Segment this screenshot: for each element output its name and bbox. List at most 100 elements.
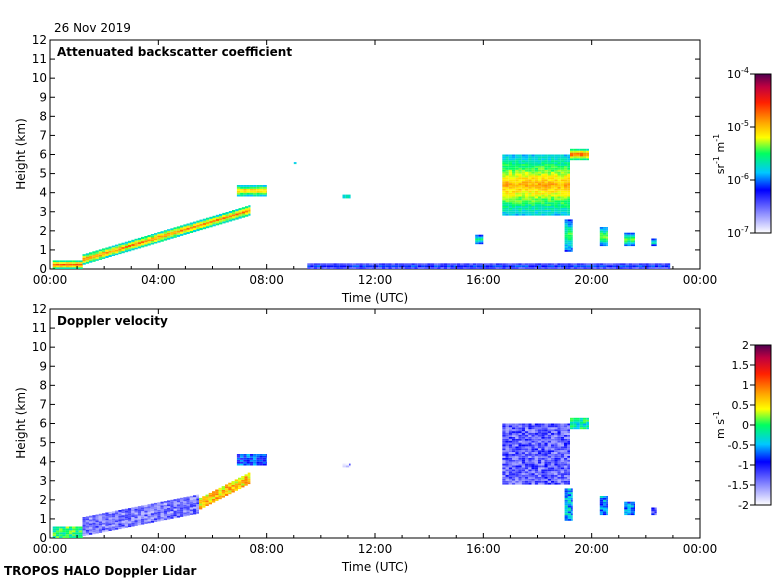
data-cell	[478, 236, 482, 239]
data-cell	[554, 450, 558, 453]
data-cell	[554, 211, 558, 214]
data-cell	[502, 455, 506, 458]
data-cell	[560, 459, 564, 462]
data-cell	[547, 431, 552, 433]
data-cell	[232, 214, 236, 217]
data-cell	[249, 192, 254, 195]
data-cell	[557, 192, 561, 195]
data-cell	[609, 263, 613, 266]
data-cell	[330, 265, 334, 268]
data-cell	[505, 164, 509, 166]
data-cell	[150, 509, 155, 512]
data-cell	[525, 207, 529, 210]
data-cell	[560, 267, 565, 269]
data-cell	[141, 239, 145, 242]
data-cell	[544, 185, 548, 187]
data-cell	[551, 177, 555, 180]
data-cell	[59, 267, 63, 269]
data-cell	[551, 173, 555, 176]
data-cell	[508, 158, 513, 161]
data-cell	[554, 482, 558, 485]
data-cell	[167, 509, 171, 512]
data-cell	[515, 175, 519, 178]
data-cell	[518, 202, 522, 205]
data-cell	[212, 496, 216, 499]
data-cell	[554, 465, 558, 468]
data-cell	[249, 194, 254, 197]
data-cell	[518, 427, 522, 430]
data-cell	[512, 457, 516, 460]
data-cell	[215, 489, 219, 492]
data-cell	[534, 209, 539, 212]
data-cell	[538, 177, 542, 180]
data-cell	[531, 452, 535, 454]
data-cell	[567, 207, 570, 210]
data-cell	[131, 509, 135, 512]
data-cell	[531, 190, 535, 193]
data-cell	[473, 267, 477, 269]
data-cell	[651, 244, 655, 247]
data-cell	[521, 171, 526, 174]
data-cell	[544, 431, 548, 433]
data-cell	[538, 446, 542, 449]
data-cell	[186, 227, 190, 230]
data-cell	[131, 511, 135, 514]
data-cell	[564, 482, 568, 485]
data-cell	[196, 508, 199, 510]
data-cell	[243, 194, 247, 197]
data-cell	[56, 530, 60, 533]
data-cell	[115, 524, 119, 526]
data-cell	[434, 263, 438, 266]
data-cell	[567, 490, 572, 493]
data-cell	[570, 148, 574, 151]
data-cell	[236, 192, 241, 195]
data-cell	[570, 267, 574, 269]
data-cell	[564, 507, 568, 510]
data-cell	[567, 473, 570, 475]
data-cell	[512, 454, 516, 456]
data-cell	[544, 471, 548, 474]
data-cell	[205, 504, 209, 506]
data-cell	[571, 246, 573, 248]
data-cell	[547, 209, 552, 212]
data-cell	[538, 427, 542, 430]
data-cell	[238, 210, 242, 213]
data-cell	[624, 232, 628, 235]
data-cell	[629, 265, 633, 268]
data-cell	[56, 260, 60, 263]
data-cell	[208, 494, 212, 497]
y-tick-label: 5	[39, 167, 47, 181]
data-cell	[551, 154, 555, 157]
data-cell	[541, 188, 545, 191]
data-cell	[246, 463, 250, 466]
data-cell	[240, 190, 244, 193]
data-cell	[557, 473, 561, 475]
data-cell	[502, 186, 506, 189]
data-cell	[56, 262, 60, 264]
data-cell	[551, 450, 555, 453]
data-cell	[567, 232, 572, 235]
data-cell	[531, 165, 535, 168]
data-cell	[240, 461, 244, 464]
data-cell	[525, 469, 529, 472]
data-cell	[560, 154, 564, 157]
data-cell	[655, 267, 659, 269]
data-cell	[359, 267, 363, 269]
data-cell	[238, 212, 242, 215]
data-cell	[256, 459, 260, 462]
data-cell	[515, 173, 519, 176]
data-cell	[108, 252, 112, 255]
data-cell	[567, 244, 572, 247]
data-cell	[512, 475, 516, 477]
data-cell	[248, 207, 251, 210]
data-cell	[293, 163, 297, 165]
data-cell	[599, 244, 604, 247]
data-cell	[247, 472, 251, 475]
data-cell	[333, 267, 337, 269]
data-cell	[515, 461, 519, 464]
data-cell	[547, 429, 552, 432]
data-cell	[538, 469, 542, 472]
data-cell	[115, 514, 119, 517]
data-cell	[199, 505, 203, 508]
data-cell	[547, 198, 552, 201]
